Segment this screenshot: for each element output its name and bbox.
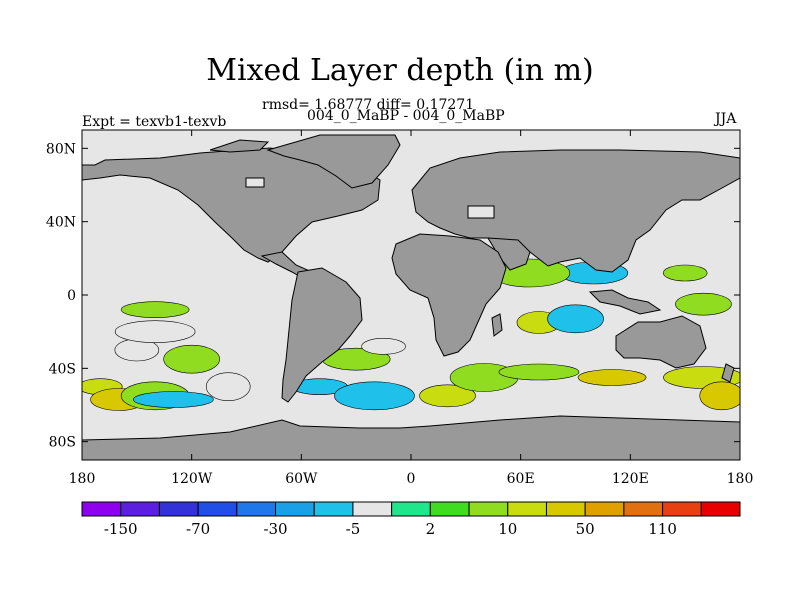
colorbar-label: 50 [576, 520, 595, 538]
y-tick-label: 40N [46, 215, 76, 231]
colorbar-swatch [391, 501, 431, 517]
anomaly-layer [82, 258, 740, 411]
land-greenland [266, 134, 401, 189]
land-madagascar [491, 313, 503, 337]
colorbar-swatch [81, 501, 122, 517]
land-south-america [281, 267, 363, 403]
anomaly-patch [498, 363, 580, 381]
land-australia [615, 315, 707, 369]
season-label: JJA [715, 111, 737, 127]
colorbar-swatch [662, 501, 702, 517]
colorbar-swatch [120, 501, 160, 517]
chart-title: Mixed Layer depth (in m) [206, 53, 594, 88]
anomaly-patch [547, 304, 604, 334]
land-layer [82, 134, 740, 460]
stats-line: rmsd= 1.68777 diff= 0.17271 [262, 97, 475, 113]
x-tick-label: 0 [407, 471, 416, 487]
colorbar-swatch [313, 501, 354, 517]
colorbar-swatch [352, 501, 393, 517]
anomaly-patch [114, 320, 196, 343]
colorbar-label: -5 [346, 520, 361, 538]
x-tick-label: 180 [727, 471, 754, 487]
colorbar-swatch [429, 501, 470, 517]
experiment-label: Expt = texvb1-texvb [82, 114, 227, 130]
colorbar-swatch [275, 501, 315, 517]
anomaly-patch [205, 372, 251, 401]
colorbar-swatch [700, 501, 741, 517]
colorbar-label: -30 [263, 520, 287, 538]
anomaly-patch [699, 381, 740, 411]
colorbar-swatch [468, 501, 509, 517]
y-tick-label: 40S [49, 361, 76, 377]
colorbar-swatch [584, 501, 625, 517]
land-arctic-islands [209, 139, 270, 153]
x-tick-label: 60W [285, 471, 318, 487]
colorbar-swatch [507, 501, 547, 517]
x-tick-label: 60E [507, 471, 535, 487]
anomaly-patch [133, 391, 214, 408]
world-map [82, 130, 740, 460]
lake-black-sea [467, 205, 495, 219]
colorbar-label: -70 [186, 520, 210, 538]
x-tick-label: 120E [612, 471, 649, 487]
axes: 180 120W 60W 0 60E 120E 180 80N 40N 0 40S 80S [46, 130, 753, 487]
colorbar-label: 2 [426, 520, 436, 538]
anomaly-patch [662, 264, 708, 282]
anomaly-patch [334, 381, 415, 411]
land-new-zealand [721, 363, 735, 383]
land-indonesia [588, 289, 662, 315]
x-tick-label: 120W [171, 471, 213, 487]
colorbar-label: -150 [104, 520, 138, 538]
colorbar-swatch [158, 501, 199, 517]
anomaly-patch [675, 292, 732, 316]
y-tick-label: 80N [46, 141, 76, 157]
anomaly-patch [361, 338, 406, 355]
colorbar-label: 10 [498, 520, 517, 538]
land-africa [391, 233, 507, 357]
periods-line: 004_0_MaBP - 004_0_MaBP [307, 108, 505, 124]
anomaly-patch [120, 301, 190, 318]
colorbar-swatch [623, 501, 664, 517]
colorbar-swatch [545, 501, 586, 517]
lake-hudson [245, 177, 265, 188]
land-antarctica [82, 415, 740, 460]
colorbar: -150 -70 -30 -5 2 10 50 110 [81, 501, 741, 538]
y-tick-label: 80S [49, 435, 76, 451]
anomaly-patch [419, 384, 476, 408]
colorbar-swatch [197, 501, 238, 517]
anomaly-patch [577, 369, 647, 386]
x-tick-label: 180 [69, 471, 96, 487]
land-eurasia [411, 149, 740, 273]
anomaly-patch [163, 344, 220, 374]
colorbar-label: 110 [648, 520, 677, 538]
colorbar-swatch [236, 501, 277, 517]
y-tick-label: 0 [67, 288, 76, 304]
